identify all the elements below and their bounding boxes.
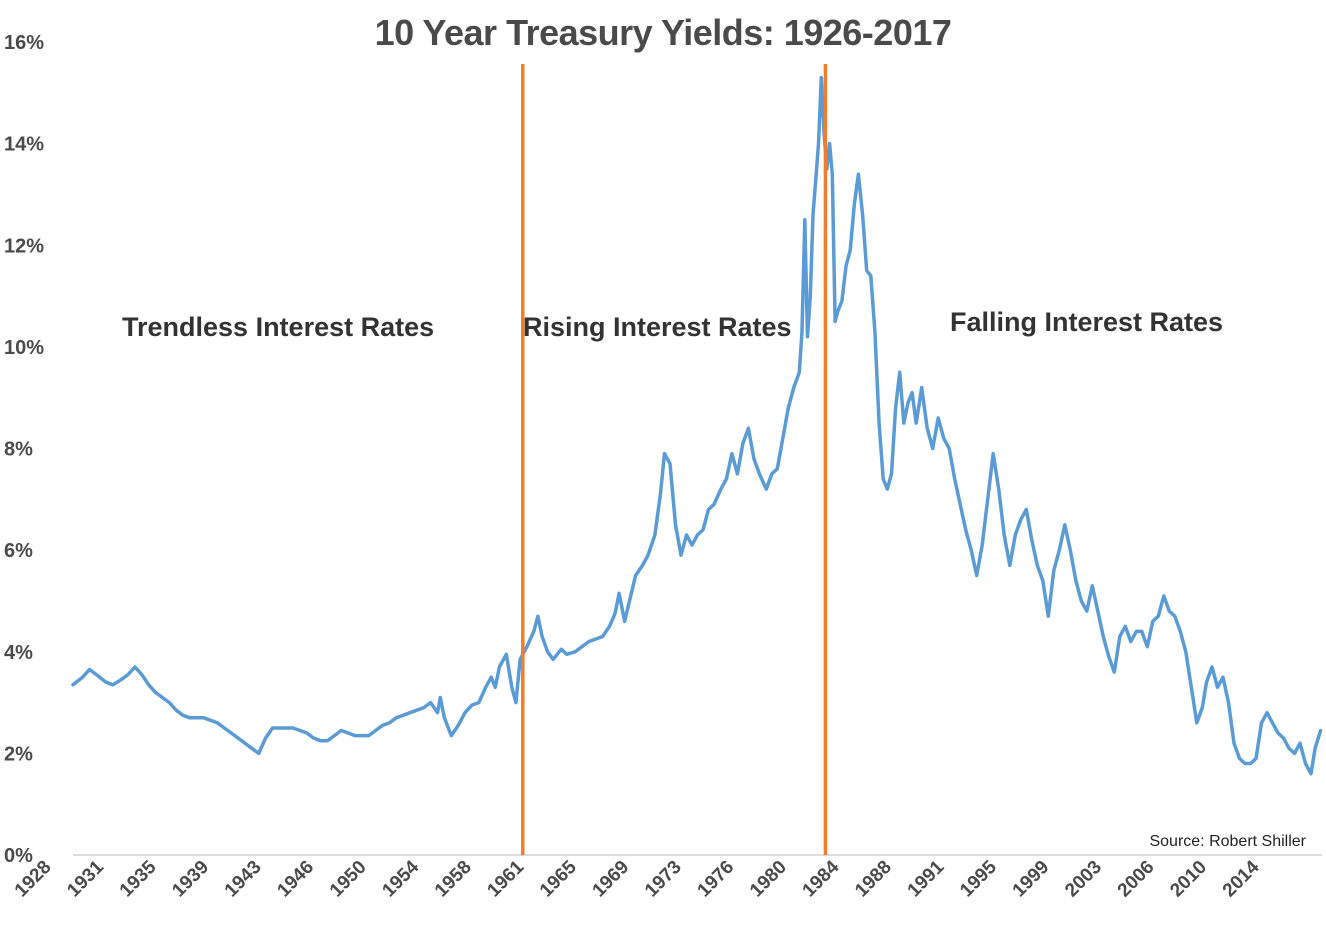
- x-tick-label: 1988: [851, 857, 896, 902]
- y-tick-label: 0%: [4, 845, 33, 867]
- x-tick-label: 1958: [431, 857, 476, 902]
- y-tick-label: 4%: [4, 642, 33, 664]
- x-tick-label: 1999: [1009, 857, 1054, 902]
- x-tick-label: 1965: [536, 856, 581, 901]
- x-axis: 1928 1931 1935 1939 1943 1946 1950 1954 1958 1961…: [11, 854, 1322, 902]
- region-label-rising: Rising Interest Rates: [523, 312, 792, 342]
- y-tick-label: 14%: [4, 134, 44, 156]
- y-tick-label: 8%: [4, 439, 33, 461]
- x-tick-label: 1995: [956, 856, 1001, 901]
- era-dividers: [521, 64, 828, 855]
- x-tick-label: 1935: [116, 856, 161, 901]
- x-tick-label: 1984: [799, 856, 844, 901]
- chart-title: 10 Year Treasury Yields: 1926-2017: [374, 12, 952, 53]
- x-tick-label: 1943: [221, 857, 266, 902]
- y-tick-label: 6%: [4, 540, 33, 562]
- y-tick-label: 10%: [4, 337, 44, 359]
- y-axis: 0% 2% 4% 6% 8% 10% 12% 14% 16%: [4, 32, 44, 867]
- region-labels: Trendless Interest Rates Rising Interest…: [122, 307, 1223, 342]
- region-label-falling: Falling Interest Rates: [950, 307, 1223, 337]
- y-tick-label: 12%: [4, 235, 44, 257]
- x-tick-label: 2003: [1061, 857, 1106, 902]
- x-tick-label: 1946: [273, 857, 318, 902]
- source-note: Source: Robert Shiller: [1149, 833, 1306, 850]
- x-tick-label: 1973: [641, 857, 686, 902]
- x-tick-label: 1976: [694, 857, 739, 902]
- x-tick-label: 2006: [1114, 857, 1159, 902]
- x-tick-label: 2010: [1166, 857, 1211, 902]
- plot-area: [71, 75, 1323, 776]
- x-tick-label: 1991: [904, 856, 949, 901]
- x-tick-label: 1950: [326, 857, 371, 902]
- y-tick-label: 16%: [4, 32, 44, 54]
- x-tick-label: 1961: [483, 856, 528, 901]
- x-tick-label: 1980: [746, 857, 791, 902]
- x-tick-label: 1931: [63, 856, 108, 901]
- yield-series-line: [71, 75, 1323, 776]
- region-label-trendless: Trendless Interest Rates: [122, 312, 434, 342]
- x-tick-label: 1954: [378, 856, 423, 901]
- x-tick-label: 2014: [1219, 856, 1264, 901]
- x-tick-label: 1969: [589, 857, 634, 902]
- y-tick-label: 2%: [4, 743, 33, 765]
- x-tick-label: 1939: [168, 857, 213, 902]
